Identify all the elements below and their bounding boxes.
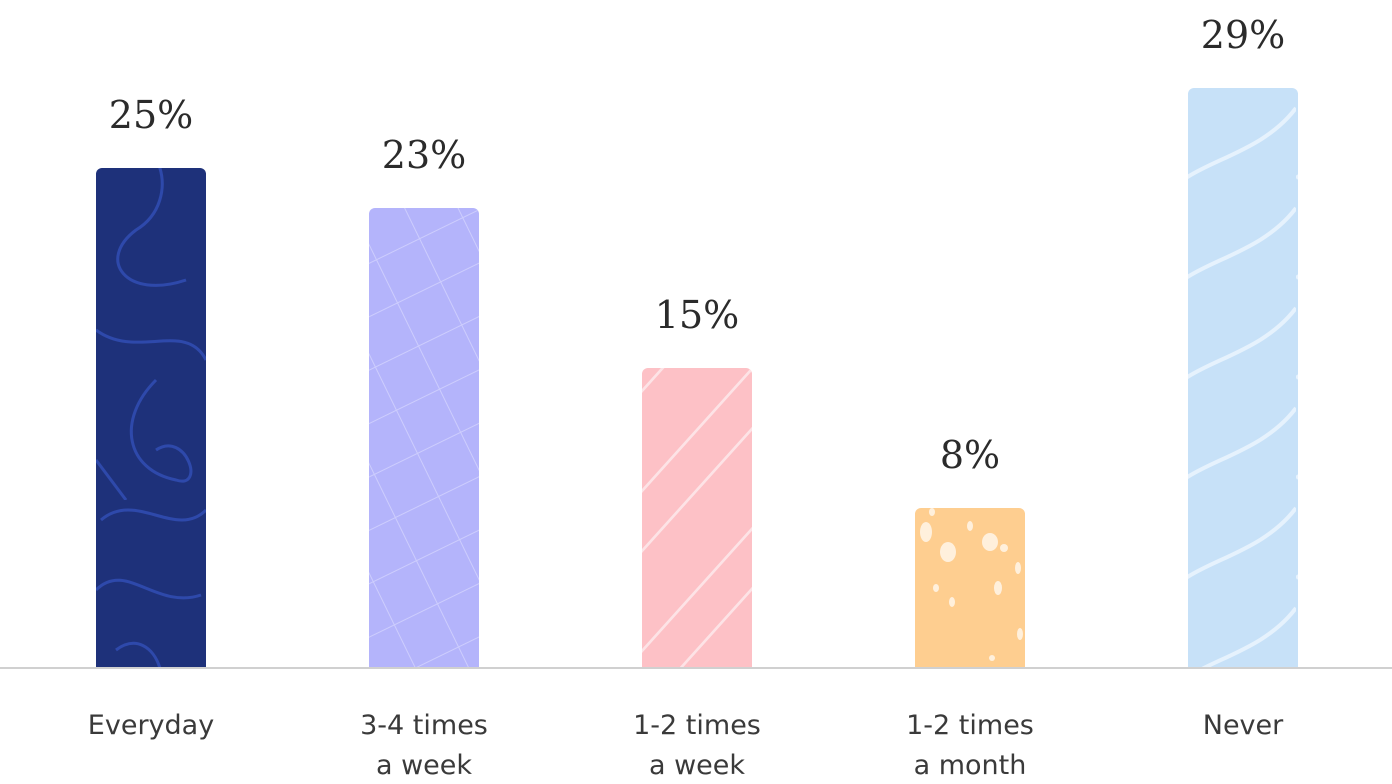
category-label-line: 1-2 times — [906, 710, 1034, 741]
category-label-line: Never — [1203, 710, 1284, 741]
labels-group: 25% Everyday 23% 3-4 times a week 15% 1-2 time… — [88, 13, 1285, 781]
value-label-1-2-times-a-month: 8% — [940, 433, 1000, 477]
category-label-line: a week — [376, 750, 472, 781]
category-label-never: Never — [1203, 710, 1284, 741]
category-label-line: a week — [649, 750, 745, 781]
bar-everyday — [96, 168, 206, 668]
bars-group — [96, 88, 1298, 668]
bar-pattern-diagonal-stripes — [642, 368, 752, 668]
bar-pattern-squiggle — [96, 168, 206, 668]
value-label-1-2-times-a-week: 15% — [655, 293, 739, 337]
category-label-line: a month — [914, 750, 1027, 781]
bar-1-2-times-a-month — [915, 508, 1025, 668]
bar-1-2-times-a-week — [642, 368, 752, 668]
bar-never — [1188, 88, 1298, 668]
category-label-everyday: Everyday — [88, 710, 214, 741]
bar-pattern-speckles — [915, 508, 1025, 668]
bar-pattern-waves — [1188, 88, 1298, 668]
category-label-line: Everyday — [88, 710, 214, 741]
category-label-line: 3-4 times — [360, 710, 488, 741]
category-label-1-2-times-a-month: 1-2 times a month — [906, 710, 1034, 781]
value-label-3-4-times-a-week: 23% — [382, 133, 466, 177]
value-label-never: 29% — [1201, 13, 1285, 57]
category-label-3-4-times-a-week: 3-4 times a week — [360, 710, 488, 781]
value-label-everyday: 25% — [109, 93, 193, 137]
category-label-1-2-times-a-week: 1-2 times a week — [633, 710, 761, 781]
bar-pattern-grid — [369, 208, 479, 668]
category-label-line: 1-2 times — [633, 710, 761, 741]
bar-3-4-times-a-week — [369, 208, 479, 668]
